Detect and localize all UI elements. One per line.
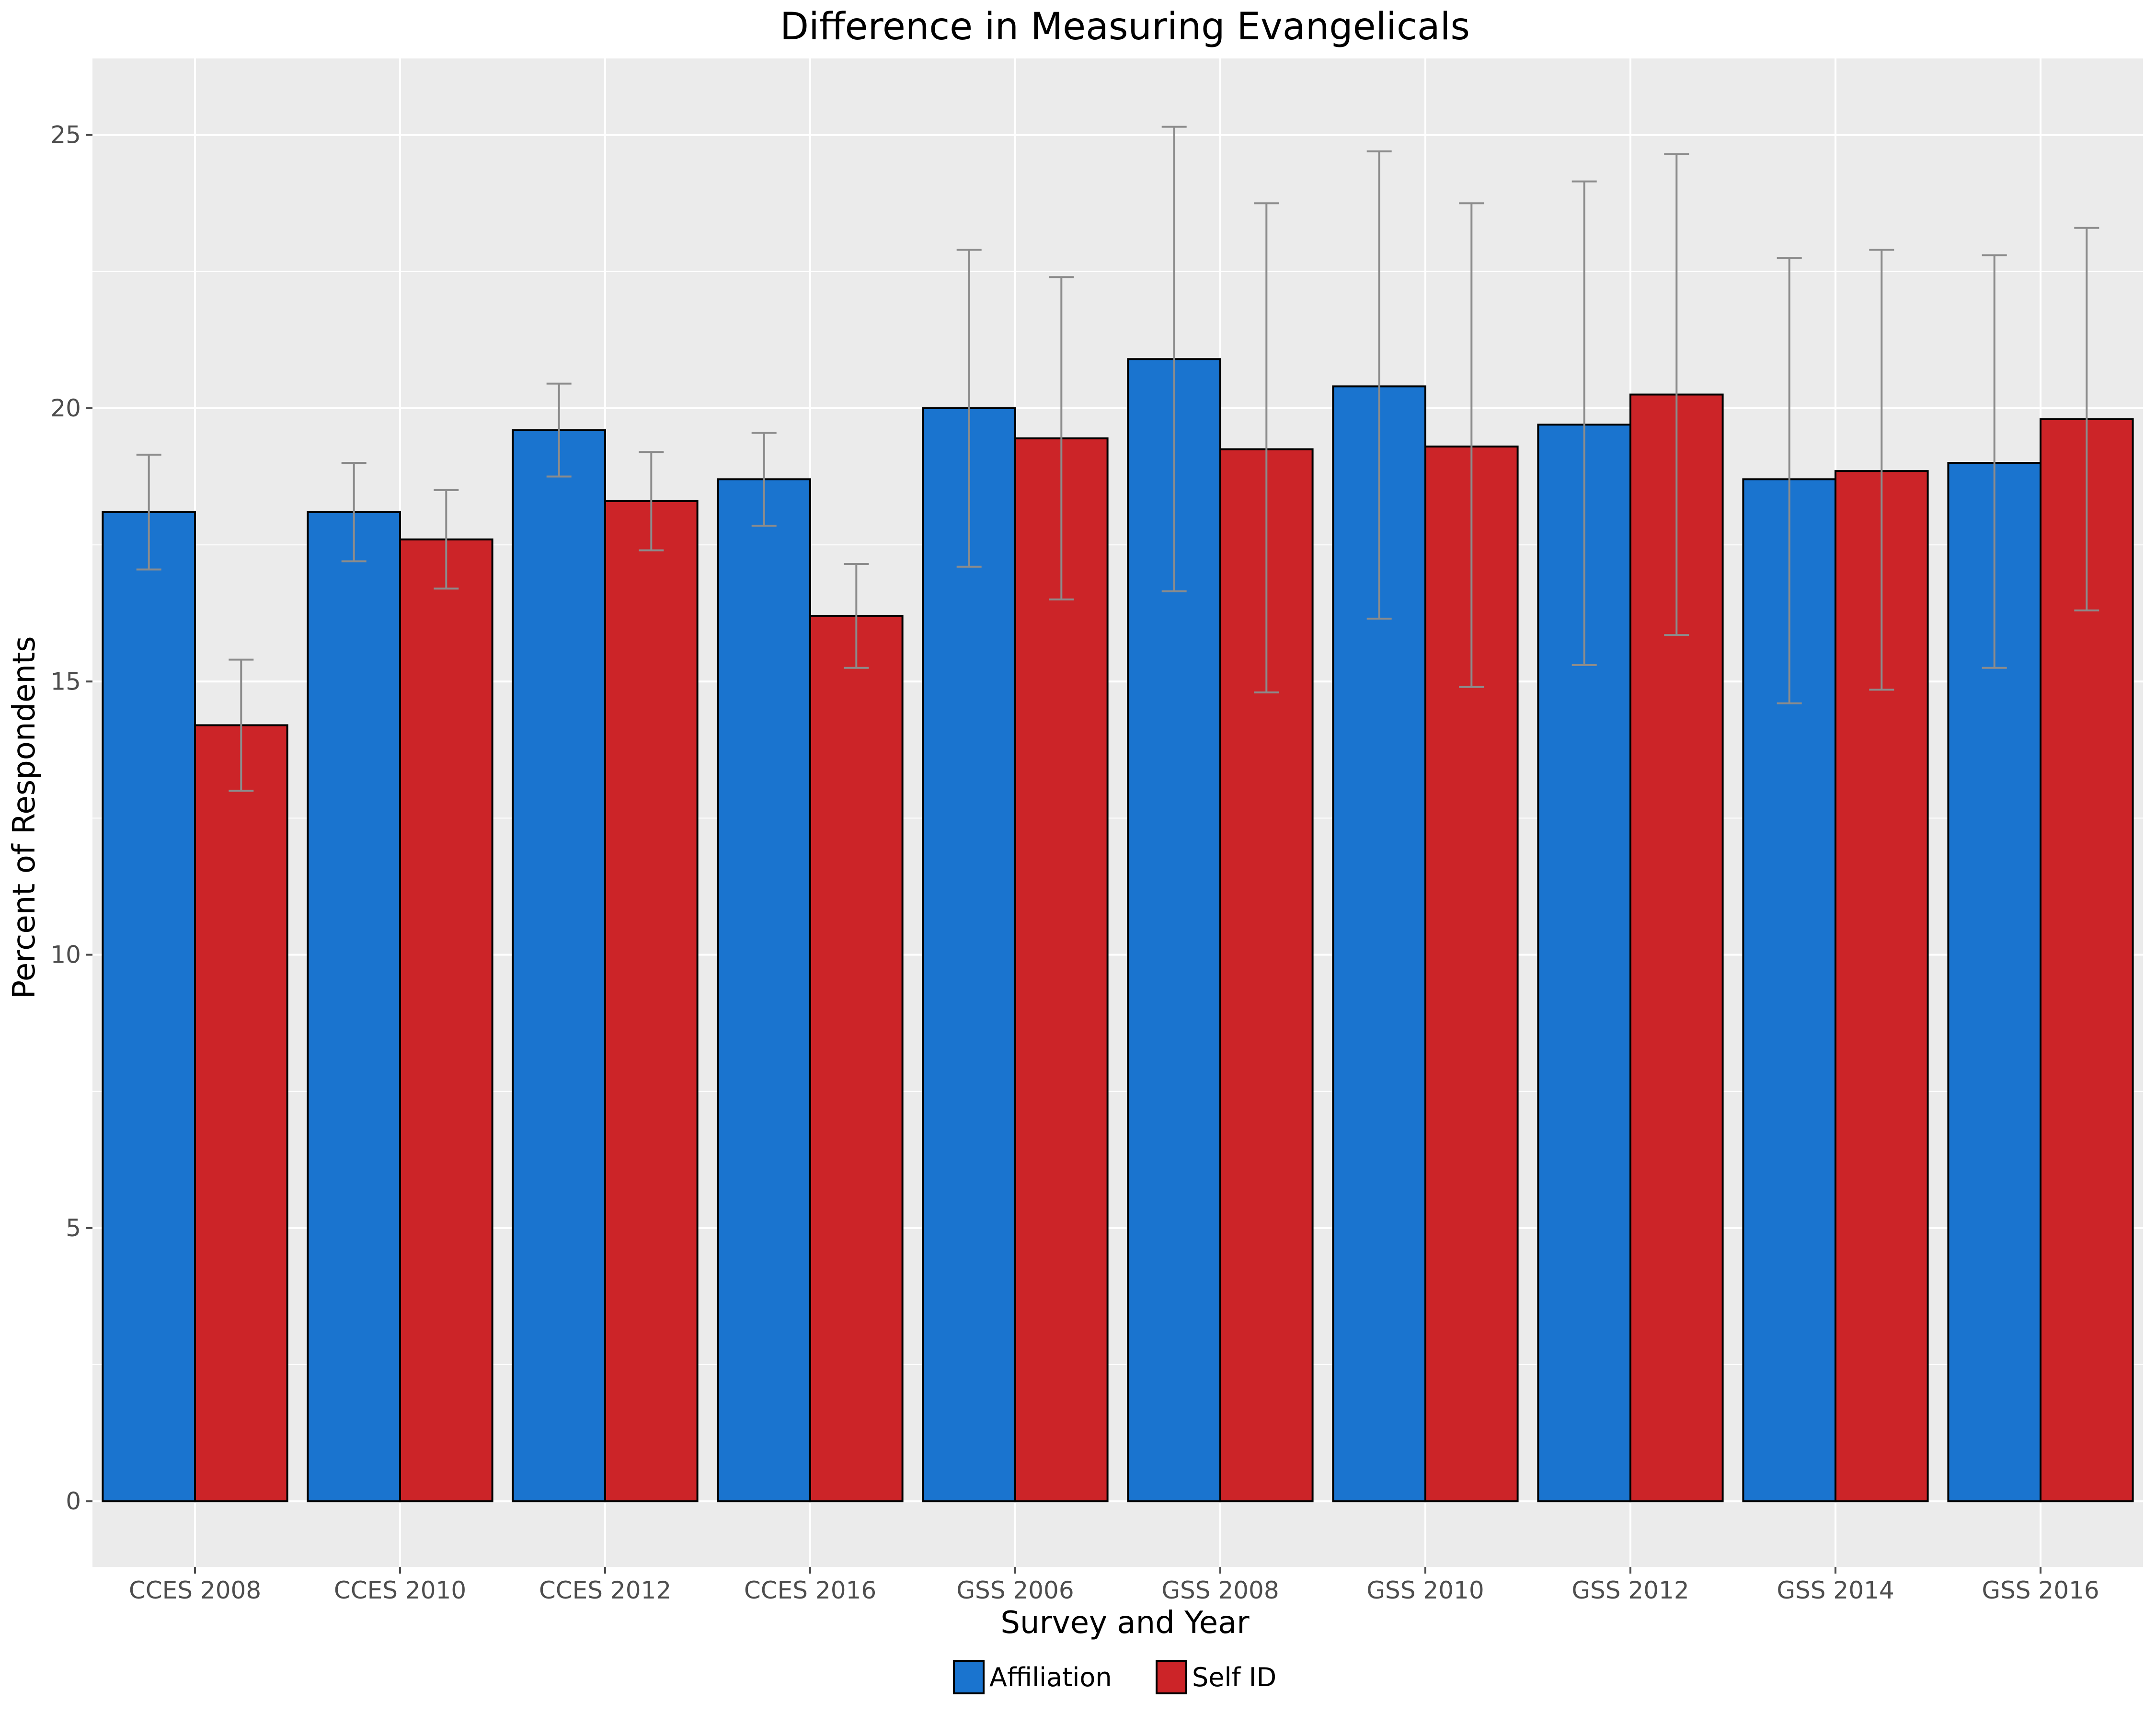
error-bar: [1982, 254, 2007, 669]
x-axis-title: Survey and Year: [1000, 1605, 1250, 1641]
legend-item-affiliation: Affiliation: [953, 1660, 1112, 1694]
bar-self-id: [1014, 437, 1109, 1503]
bar-self-id: [194, 724, 288, 1503]
legend: Affiliation Self ID: [953, 1660, 1276, 1694]
bar-self-id: [399, 538, 493, 1503]
error-bar: [956, 249, 982, 568]
error-bar: [229, 658, 254, 792]
y-tick-label: 15: [50, 667, 81, 695]
x-tick-label: CCES 2012: [539, 1576, 671, 1604]
error-bar: [1459, 202, 1484, 688]
legend-key: [953, 1660, 985, 1694]
error-bar: [1664, 153, 1689, 636]
x-tick-label: CCES 2010: [334, 1576, 466, 1604]
bar-affiliation: [717, 478, 812, 1503]
x-tick-label: GSS 2014: [1777, 1576, 1894, 1604]
error-bar: [136, 453, 161, 571]
bar-self-id: [604, 500, 699, 1503]
y-tick-label: 10: [50, 941, 81, 969]
error-bar: [434, 489, 459, 590]
y-tick-label: 25: [50, 121, 81, 149]
error-bar: [1254, 202, 1279, 694]
bar-affiliation: [307, 511, 401, 1503]
error-bar: [546, 382, 572, 478]
x-tick-label: CCES 2008: [129, 1576, 261, 1604]
error-bars: [136, 126, 2099, 792]
x-tick-label: CCES 2016: [744, 1576, 876, 1604]
error-bar: [639, 451, 664, 552]
error-bar: [1161, 126, 1187, 593]
error-bar: [2074, 227, 2099, 611]
bar-self-id: [809, 615, 904, 1503]
y-axis-ticks: 0 5 10 15 20 25: [50, 121, 92, 1515]
x-tick-label: GSS 2016: [1982, 1576, 2099, 1604]
x-tick-label: GSS 2012: [1571, 1576, 1689, 1604]
bar-affiliation: [922, 407, 1017, 1503]
y-tick-label: 20: [50, 394, 81, 422]
legend-item-self-id: Self ID: [1156, 1660, 1276, 1694]
error-bar: [1049, 276, 1074, 601]
legend-label: Self ID: [1192, 1662, 1276, 1692]
bar-affiliation: [102, 511, 196, 1503]
error-bar: [1571, 180, 1597, 667]
x-tick-label: GSS 2006: [956, 1576, 1074, 1604]
error-bar: [844, 563, 869, 669]
error-bar: [751, 432, 777, 527]
bar-affiliation: [512, 429, 607, 1503]
error-bar: [1366, 150, 1392, 620]
x-axis-ticks: CCES 2008 CCES 2010 CCES 2012 CCES 2016 GSS …: [129, 1567, 2099, 1604]
y-tick-label: 5: [66, 1214, 81, 1242]
chart-title: Difference in Measuring Evangelicals: [780, 5, 1470, 48]
error-bar: [1869, 249, 1894, 691]
error-bar: [1777, 257, 1802, 704]
legend-key: [1156, 1660, 1187, 1694]
y-axis-title: Percent of Respondents: [7, 636, 42, 999]
x-tick-label: GSS 2008: [1161, 1576, 1279, 1604]
error-bar: [341, 462, 367, 563]
legend-label: Affiliation: [989, 1662, 1112, 1692]
y-tick-label: 0: [66, 1487, 81, 1515]
x-tick-label: GSS 2010: [1366, 1576, 1484, 1604]
